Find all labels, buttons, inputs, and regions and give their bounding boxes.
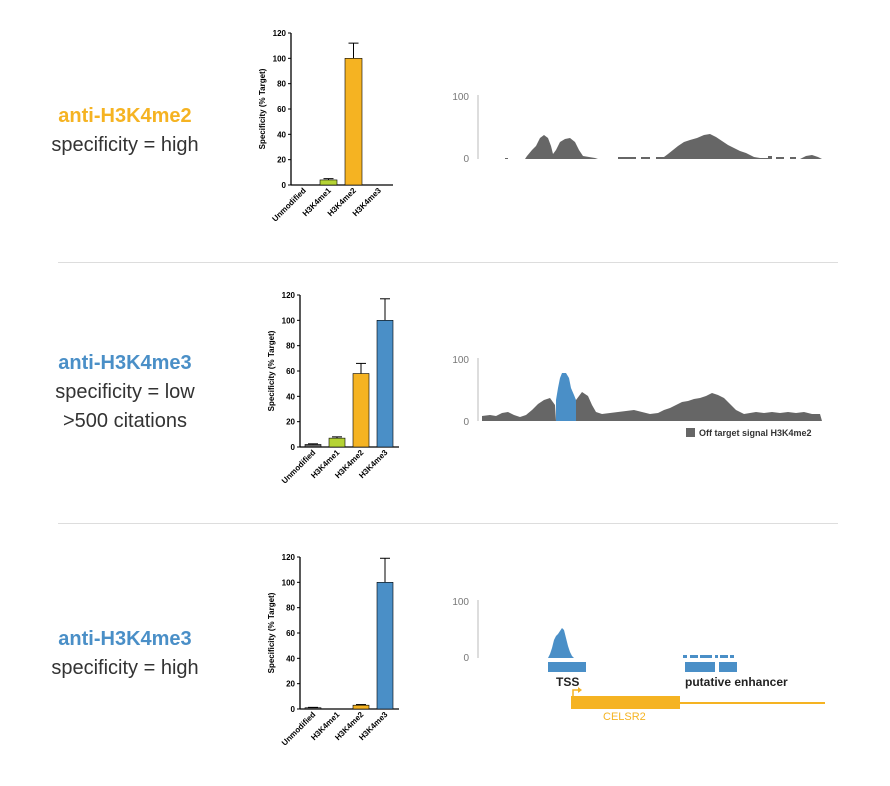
enhancer-label: putative enhancer — [685, 675, 788, 689]
chart-2-ytick-label-0: 0 — [291, 443, 296, 452]
row-2-label: anti-H3K4me3 specificity = low >500 cita… — [0, 349, 250, 436]
chart-2-ytick-label-5: 100 — [282, 316, 296, 325]
tss-region — [548, 662, 586, 672]
row-2-antibody: anti-H3K4me3 — [58, 352, 192, 374]
tss-arrow-icon — [572, 689, 580, 696]
track-2-signal — [482, 392, 822, 421]
divider-2 — [58, 523, 838, 524]
chart-1-ytick-label-6: 120 — [273, 29, 287, 38]
chart-1-ytick-label-5: 100 — [273, 54, 287, 63]
chart-2-ytick-label-6: 120 — [282, 291, 296, 300]
chart-3-ytick-label-3: 60 — [286, 629, 295, 638]
row-1-antibody: anti-H3K4me2 — [58, 105, 192, 127]
track-2: 100 0 Off target signal H3K4me2 — [452, 355, 822, 438]
track-1-signal — [505, 134, 822, 159]
chart-3-ytick-label-0: 0 — [291, 705, 296, 714]
chart-3-ytick-label-4: 80 — [286, 604, 295, 613]
track-3-enhancer-marks — [683, 655, 734, 658]
gene-label: CELSR2 — [603, 711, 646, 723]
chart-1-ytick-label-3: 60 — [277, 105, 286, 114]
gene-exon — [571, 696, 680, 709]
enhancer-region-b — [719, 662, 737, 672]
track-1-tick-100: 100 — [452, 92, 469, 103]
track-1: 100 0 — [452, 92, 822, 165]
chart-2-ytick-label-2: 40 — [286, 392, 295, 401]
chart-3-ytick-label-6: 120 — [282, 553, 296, 562]
row-3-antibody: anti-H3K4me3 — [58, 628, 192, 650]
track-2-target-peak — [556, 373, 576, 421]
chart-1-ytick-label-1: 20 — [277, 156, 286, 165]
track-3-tick-0: 0 — [463, 653, 469, 664]
chart-3-ytick-label-2: 40 — [286, 654, 295, 663]
chart-2-ytick-label-1: 20 — [286, 418, 295, 427]
row-2-line-2: >500 citations — [63, 410, 187, 432]
row-3-label: anti-H3K4me3 specificity = high — [0, 625, 250, 683]
chart-2-ytick-label-3: 60 — [286, 367, 295, 376]
enhancer-region-a — [685, 662, 715, 672]
chart-3-ytick-label-1: 20 — [286, 680, 295, 689]
track-2-legend-swatch — [686, 428, 695, 437]
row-1-line-1: specificity = high — [51, 134, 199, 156]
chart-2-ylabel: Specificity (% Target) — [267, 330, 276, 411]
gene-intron — [680, 702, 825, 704]
track-2-tick-0: 0 — [463, 417, 469, 428]
chart-1-ytick-label-2: 40 — [277, 130, 286, 139]
chart-3-ylabel: Specificity (% Target) — [267, 592, 276, 673]
chart-1-ytick-label-4: 80 — [277, 80, 286, 89]
chart-3-ytick-label-5: 100 — [282, 578, 296, 587]
row-1-label: anti-H3K4me2 specificity = high — [0, 102, 250, 160]
divider-1 — [58, 262, 838, 263]
track-3-tss-peak — [548, 628, 574, 658]
track-3-tick-100: 100 — [452, 597, 469, 608]
track-3: 100 0 TSS putative enhancer CELSR2 — [452, 597, 825, 723]
chart-1-ytick-label-0: 0 — [282, 181, 287, 190]
track-2-tick-100: 100 — [452, 355, 469, 366]
chart-1-ylabel: Specificity (% Target) — [258, 68, 267, 149]
row-2-line-1: specificity = low — [55, 381, 195, 403]
chart-2-ytick-label-4: 80 — [286, 342, 295, 351]
row-3-line-1: specificity = high — [51, 657, 199, 679]
tss-arrowhead-icon — [578, 687, 582, 693]
tss-label: TSS — [556, 675, 579, 689]
track-1-tick-0: 0 — [463, 154, 469, 165]
track-2-legend-text: Off target signal H3K4me2 — [699, 428, 812, 438]
